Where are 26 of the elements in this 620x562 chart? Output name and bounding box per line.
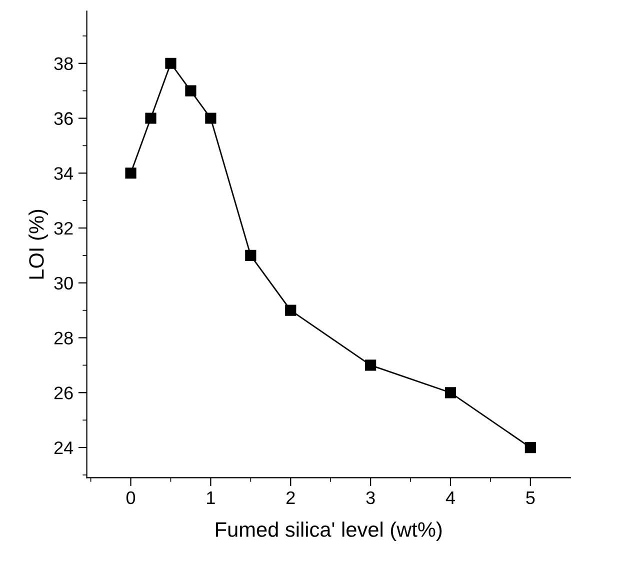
point — [185, 85, 196, 96]
point — [524, 442, 536, 454]
y-tick-label: 24 — [54, 441, 74, 454]
y-tick-label: 36 — [54, 112, 73, 125]
y-tick-label: 38 — [54, 57, 73, 70]
y-tick-label: 34 — [54, 167, 74, 180]
point — [205, 112, 216, 124]
x-tick-label: 5 — [526, 492, 535, 504]
x-axis-title: Fumed silica' level (wt%) — [216, 522, 442, 542]
point — [285, 304, 296, 316]
point — [125, 168, 136, 179]
y-axis-title: LOI (%) — [28, 210, 48, 279]
x-tick-label: 4 — [446, 492, 455, 504]
x-tick-label: 0 — [126, 491, 136, 504]
y-tick-label: 28 — [54, 332, 73, 344]
point — [365, 360, 376, 371]
y-tick-label: 32 — [54, 222, 73, 235]
point — [444, 387, 456, 398]
x-tick-label: 1 — [207, 492, 215, 504]
y-tick-label: 30 — [54, 276, 73, 290]
x-tick-label: 3 — [366, 491, 375, 504]
point — [245, 250, 256, 261]
y-tick-label: 26 — [54, 386, 73, 400]
point — [165, 58, 176, 69]
x-tick-label: 2 — [286, 491, 295, 504]
point — [145, 112, 156, 124]
